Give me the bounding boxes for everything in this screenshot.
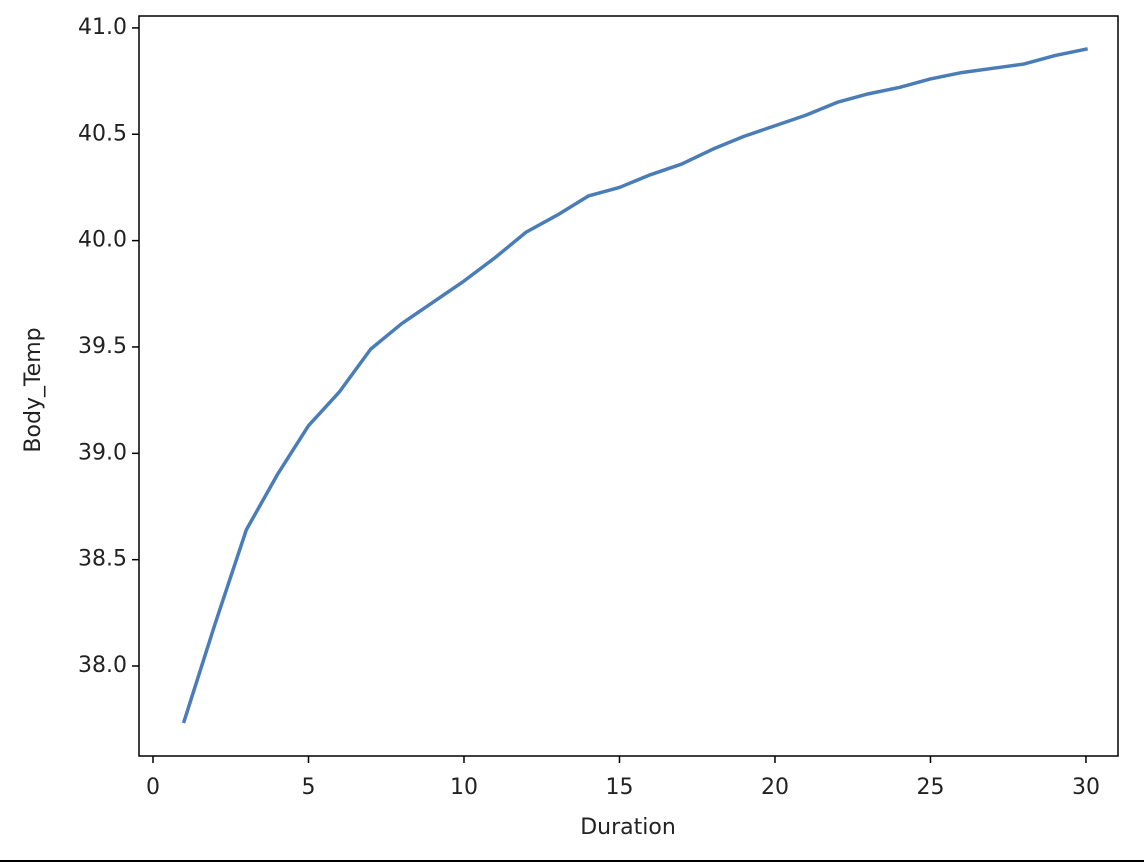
x-tick-label: 25 xyxy=(916,775,944,800)
x-tick-label: 5 xyxy=(301,775,315,800)
x-tick-label: 15 xyxy=(605,775,633,800)
y-tick-label: 41.0 xyxy=(78,15,127,40)
plot-frame xyxy=(138,15,1119,757)
y-tick-label: 38.5 xyxy=(78,547,127,572)
x-tick-label: 20 xyxy=(761,775,789,800)
y-tick-label: 40.5 xyxy=(78,121,127,146)
y-tick-label: 39.0 xyxy=(78,440,127,465)
data-line xyxy=(181,47,1089,724)
y-tick-label: 38.0 xyxy=(78,653,127,678)
y-tick-label: 40.0 xyxy=(78,228,127,253)
x-tick-label: 30 xyxy=(1072,775,1100,800)
x-tick-label: 0 xyxy=(146,775,160,800)
x-axis-label: Duration xyxy=(580,815,676,840)
y-axis-label: Body_Temp xyxy=(21,327,46,452)
y-tick-label: 39.5 xyxy=(78,334,127,359)
x-tick-label: 10 xyxy=(450,775,478,800)
